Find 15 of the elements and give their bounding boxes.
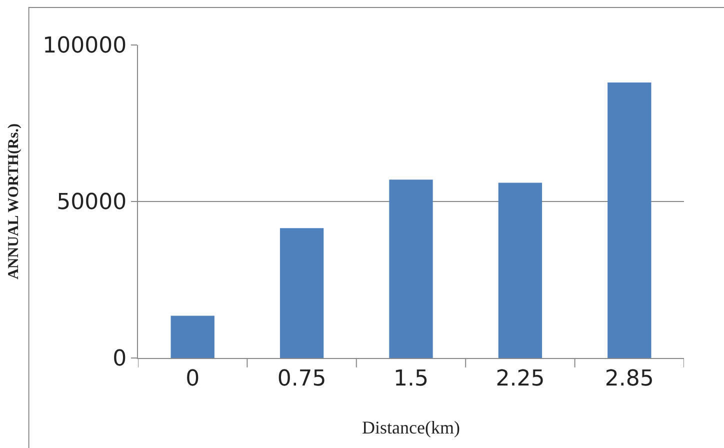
y-axis-title: ANNUAL WORTH(Rs.) [6, 124, 22, 280]
x-tick-label: 2.85 [604, 366, 654, 392]
bar [498, 182, 542, 358]
bar [280, 228, 324, 358]
bar [389, 180, 433, 358]
x-axis-title: Distance(km) [362, 418, 460, 438]
y-tick-label: 0 [112, 346, 127, 372]
x-tick-label: 1.5 [394, 366, 428, 392]
x-tick-label: 0 [186, 366, 200, 392]
x-tick-label: 2.25 [496, 366, 545, 392]
bar [170, 316, 214, 358]
bar [608, 82, 652, 358]
y-tick-label: 100000 [42, 34, 127, 59]
x-tick-label: 0.75 [277, 366, 326, 392]
y-tick-label: 50000 [56, 190, 127, 216]
